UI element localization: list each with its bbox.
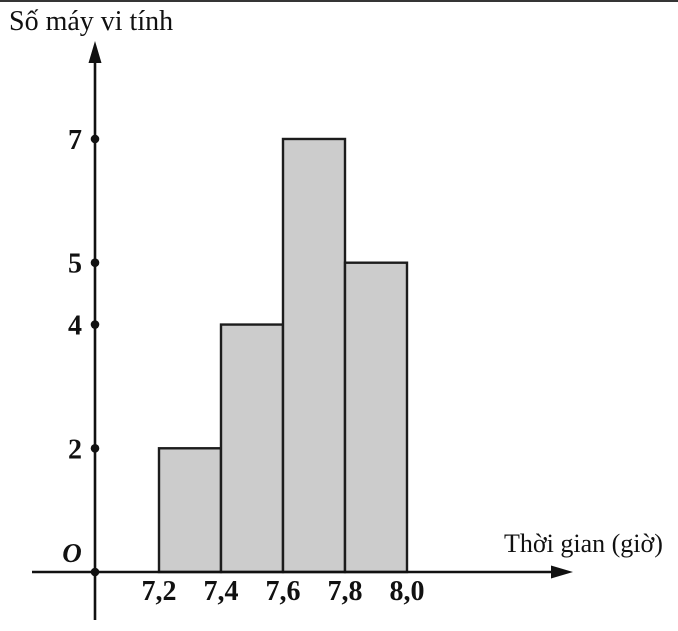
x-tick-label: 8,0 <box>390 576 425 607</box>
x-tick-label: 7,2 <box>142 576 177 607</box>
y-tick-dot <box>90 443 100 453</box>
y-tick-label: 5 <box>68 249 82 280</box>
y-tick-dot <box>90 258 100 268</box>
histogram-bar <box>281 137 347 574</box>
y-tick-label: 7 <box>68 125 82 156</box>
x-axis-arrowhead <box>551 565 573 579</box>
x-tick-label: 7,6 <box>266 576 301 607</box>
y-tick-dot <box>90 320 100 329</box>
y-tick-dot <box>90 134 100 144</box>
x-tick-label: 7,8 <box>328 576 363 607</box>
x-axis-title: Thời gian (giờ) <box>504 529 663 558</box>
y-tick-label: 2 <box>68 434 82 465</box>
origin-dot <box>90 567 100 577</box>
y-axis-title: Số máy vi tính <box>9 6 174 37</box>
origin-label: O <box>62 538 82 568</box>
x-tick-label: 7,4 <box>204 576 239 607</box>
top-border-line <box>0 0 678 2</box>
y-tick-label: 4 <box>68 311 82 342</box>
histogram-bar <box>219 323 285 574</box>
y-axis-arrowhead <box>88 41 102 63</box>
histogram-bar <box>157 447 223 574</box>
histogram-bar <box>343 261 409 574</box>
